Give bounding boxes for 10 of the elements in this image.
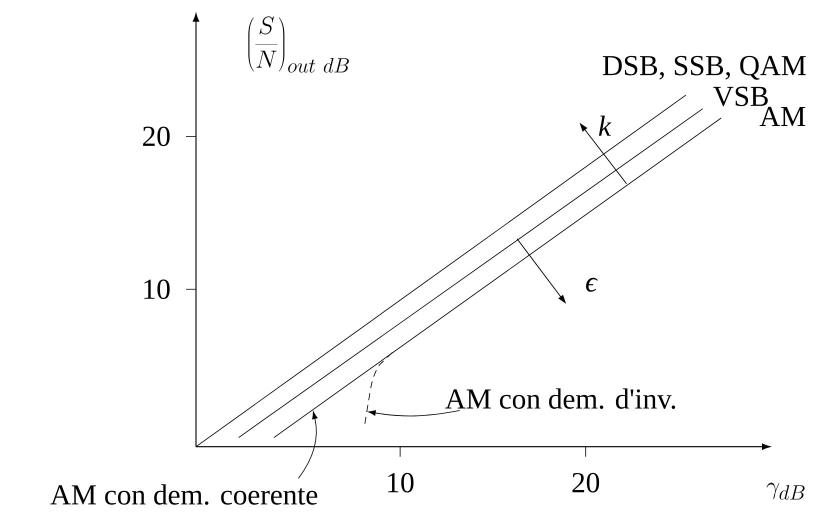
annotation: AM con dem. d'inv.	[445, 388, 676, 409]
series-label: VSB	[713, 86, 768, 106]
series-label: DSB, SSB, QAM	[602, 56, 806, 80]
series-label: AM	[760, 106, 806, 126]
x-axis-title: $\gamma_{dB}$	[766, 482, 805, 500]
y-axis-title: $\left(\frac{S}{N}\right)_{out\ dB}$	[248, 16, 349, 73]
annotation: AM con dem. coerente	[50, 484, 318, 505]
annotation: k	[598, 116, 612, 136]
annotation: ϵ	[586, 278, 598, 292]
line-series	[364, 350, 395, 424]
